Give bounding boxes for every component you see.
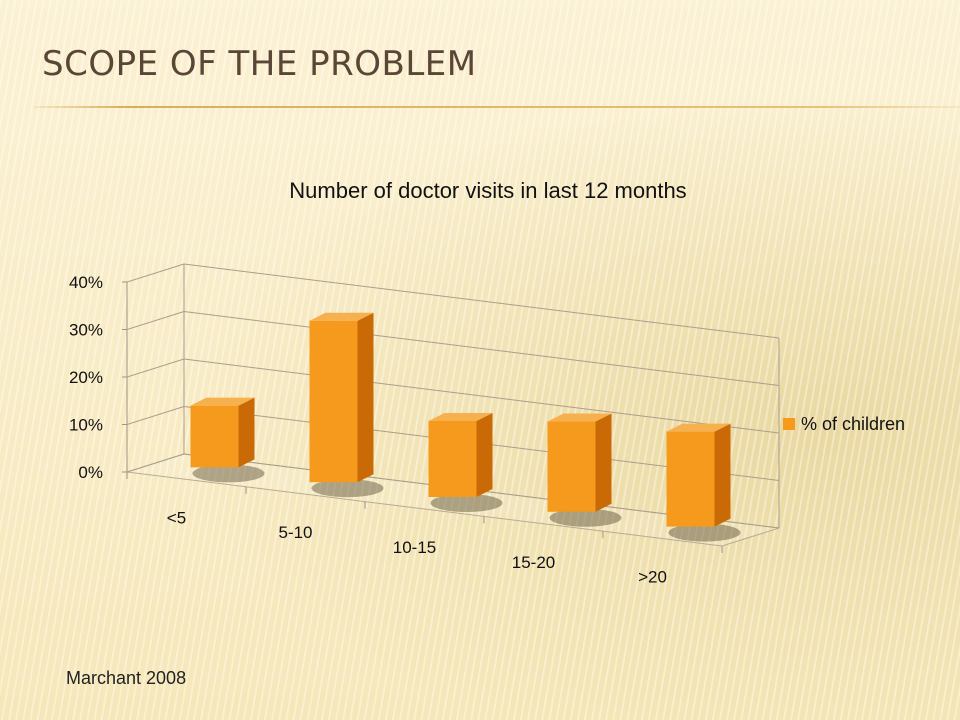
x-tick-label: 10-15: [393, 538, 436, 557]
x-tick-label: >20: [638, 568, 667, 587]
bar-top: [309, 312, 374, 321]
x-tick-label: 15-20: [512, 553, 555, 572]
bar: [666, 431, 715, 527]
bar: [428, 421, 477, 497]
gridline-back: [183, 263, 780, 339]
bar-top: [547, 413, 612, 422]
title-divider: [34, 106, 960, 108]
bar-top: [190, 397, 255, 406]
source-citation: Marchant 2008: [66, 668, 187, 688]
bar-side: [714, 423, 731, 527]
legend-label: % of children: [801, 414, 905, 434]
bar-top: [666, 423, 731, 432]
legend-swatch: [783, 418, 795, 430]
bar-side: [238, 397, 255, 468]
gridline-back: [183, 358, 780, 434]
gridline-side: [126, 263, 185, 283]
x-tick-label: 5-10: [278, 523, 312, 542]
chart-title: Number of doctor visits in last 12 month…: [289, 178, 686, 203]
bar-side: [357, 312, 374, 483]
bars: [190, 312, 741, 542]
bar: [309, 320, 358, 483]
y-tick-label: 20%: [69, 368, 103, 387]
bar: [190, 405, 239, 468]
bar-side: [595, 413, 612, 512]
x-tick-label: <5: [167, 508, 186, 527]
gridline-side: [126, 406, 185, 425]
bar-shadow: [192, 464, 265, 483]
y-tick-label: 10%: [69, 416, 103, 435]
bar-top: [428, 413, 493, 421]
gridline-side: [126, 453, 185, 473]
gridline-side: [126, 311, 185, 330]
bar-shadow: [430, 494, 503, 512]
bar: [547, 421, 596, 512]
gridline-side: [126, 358, 185, 378]
y-tick-label: 0%: [78, 463, 103, 482]
bar-side: [476, 413, 493, 497]
bar-shadow: [549, 508, 622, 527]
y-axis-labels: 0% 10% 20% 30% 40%: [69, 273, 103, 482]
y-tick-label: 30%: [69, 321, 103, 340]
slide-title: SCOPE OF THE PROBLEM: [42, 44, 477, 84]
bar-shadow: [668, 523, 741, 542]
legend: % of children: [783, 414, 905, 434]
bar-shadow: [311, 479, 384, 498]
gridline-back: [183, 311, 780, 386]
x-axis-labels: <5 5-10 10-15 15-20 >20: [167, 508, 667, 586]
y-tick-label: 40%: [69, 273, 103, 292]
